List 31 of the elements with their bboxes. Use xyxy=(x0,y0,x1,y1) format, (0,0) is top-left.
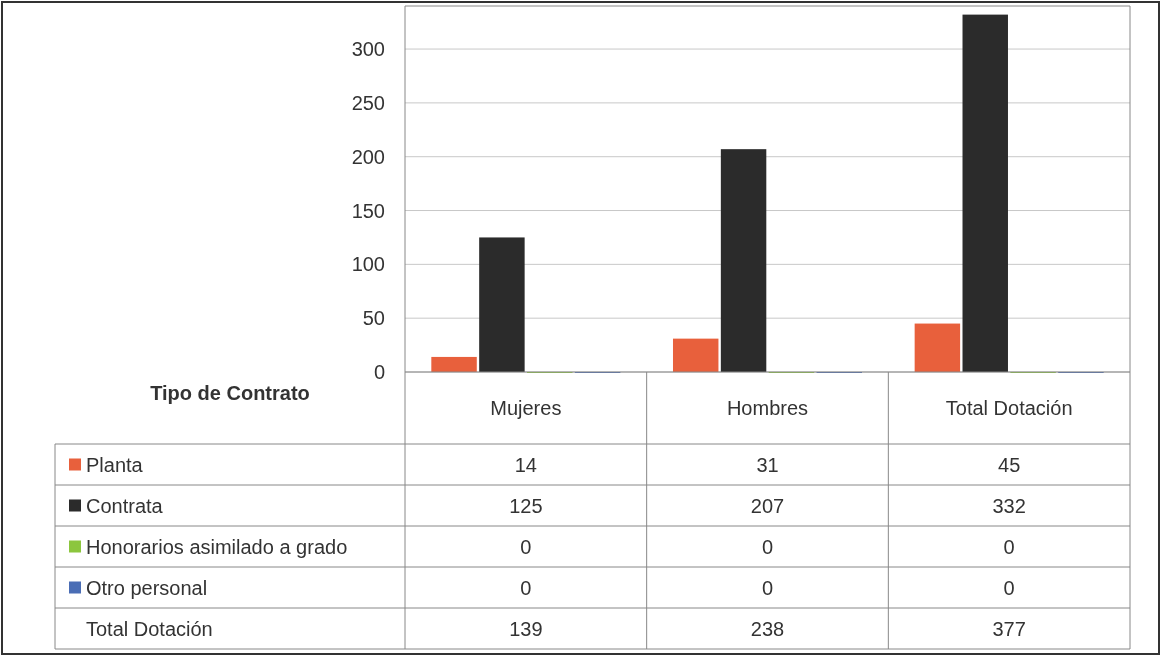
data-label: 0 xyxy=(520,535,532,558)
legend-title: Tipo de Contrato xyxy=(150,382,310,404)
y-tick-label: 300 xyxy=(351,38,385,61)
text: 139 xyxy=(509,617,543,640)
legend-label: Honorarios asimilado a grado xyxy=(86,535,348,558)
data-label: 0 xyxy=(1003,576,1015,599)
x-tick-label: Hombres xyxy=(726,397,809,419)
data-label: 125 xyxy=(509,494,543,517)
x-tick-label: Total Dotación xyxy=(945,397,1073,419)
y-tick-label: 150 xyxy=(351,199,385,222)
text: 238 xyxy=(750,617,785,640)
data-label: 14 xyxy=(514,453,537,476)
data-label: 332 xyxy=(992,494,1026,517)
data-label: 207 xyxy=(750,494,785,517)
data-label: 0 xyxy=(520,576,532,599)
data-label: 0 xyxy=(761,576,774,599)
data-label: 45 xyxy=(998,453,1021,476)
x-tick-label: Mujeres xyxy=(490,397,562,419)
data-label: 31 xyxy=(756,453,779,476)
y-tick-label: 0 xyxy=(373,361,385,383)
legend-label: Contrata xyxy=(86,494,164,517)
y-tick-label: 200 xyxy=(351,145,385,168)
y-tick-label: 100 xyxy=(351,253,385,276)
text: Total Dotación xyxy=(86,617,213,640)
legend-label: Otro personal xyxy=(86,576,208,599)
data-label: 0 xyxy=(1003,535,1015,558)
text: 377 xyxy=(992,617,1026,640)
legend-label: Planta xyxy=(86,453,144,476)
data-label: 0 xyxy=(761,535,774,558)
y-tick-label: 250 xyxy=(351,91,385,114)
y-tick-label: 50 xyxy=(362,307,385,330)
